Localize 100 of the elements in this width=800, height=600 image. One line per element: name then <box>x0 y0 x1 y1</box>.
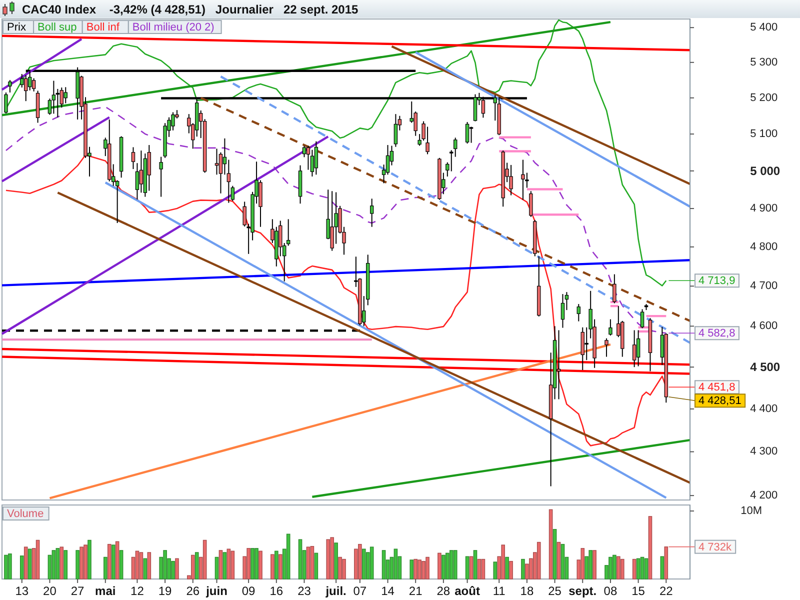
bar <box>214 556 219 580</box>
bar <box>56 548 60 580</box>
bar <box>84 544 88 580</box>
y-tick-label: 4 200 <box>750 490 778 502</box>
bar <box>278 554 282 580</box>
y-tick-label: 4 900 <box>750 202 778 215</box>
candlestick <box>521 159 525 200</box>
chart-subtitle: -3,42% (4 428,51) Journalier 22 sept. 2015 <box>109 2 359 16</box>
bar <box>107 544 112 580</box>
bar <box>230 550 235 580</box>
bar <box>536 542 541 580</box>
x-tick-label: 19 <box>158 584 172 598</box>
annotation: 4 428,51 <box>698 395 742 408</box>
y-tick-label: 4 800 <box>750 240 778 253</box>
candlestick <box>20 74 24 88</box>
bar <box>147 552 152 580</box>
candlestick <box>4 92 8 114</box>
annotation: 4 582,8 <box>698 328 736 340</box>
bar <box>139 552 144 580</box>
candlestick <box>509 164 513 196</box>
bar <box>426 556 430 580</box>
candlestick <box>8 80 12 94</box>
y-tick-label: 4 500 <box>750 360 780 374</box>
x-tick-label: 14 <box>381 584 395 598</box>
bar <box>481 558 486 580</box>
candlestick <box>608 318 612 336</box>
bar <box>664 546 668 580</box>
candlestick <box>314 140 318 176</box>
y-tick-label: 4 700 <box>750 280 778 292</box>
y-tick-label: 5 000 <box>750 164 780 178</box>
bar <box>20 556 24 580</box>
bar <box>505 556 509 580</box>
bar <box>560 544 565 580</box>
y-tick-label: 5 300 <box>750 56 778 68</box>
bar <box>580 548 585 580</box>
chart-title: Volume <box>7 508 44 520</box>
candlestick <box>426 126 430 155</box>
text: Boll inf <box>86 21 120 34</box>
x-tick-label: 08 <box>604 584 618 598</box>
x-tick-label: 16 <box>270 584 284 598</box>
x-tick-label: 25 <box>548 584 562 598</box>
bar <box>52 550 56 580</box>
bar <box>258 550 262 580</box>
bar <box>342 558 346 580</box>
bar <box>438 552 442 580</box>
bar <box>449 550 454 580</box>
candlestick <box>214 148 219 176</box>
bar <box>465 556 470 580</box>
bar <box>620 558 624 580</box>
annotation: 4 713,9 <box>698 275 736 288</box>
x-tick-label: 21 <box>408 584 423 598</box>
bar <box>636 558 640 580</box>
bar <box>163 550 167 580</box>
bar <box>88 540 92 580</box>
candlestick <box>230 185 235 202</box>
candlestick <box>159 156 163 198</box>
candlestick <box>454 137 458 158</box>
bar <box>314 552 318 580</box>
bar <box>414 558 418 580</box>
text: Boll sup <box>38 21 77 34</box>
bar <box>588 550 592 580</box>
candlestick <box>394 114 398 148</box>
x-tick-label: 27 <box>70 584 85 598</box>
candlestick <box>580 326 584 370</box>
bar <box>501 544 505 580</box>
text: Boll milieu (20 2) <box>132 21 214 34</box>
bar <box>521 558 525 580</box>
x-tick-label: 07 <box>353 584 367 598</box>
bar <box>175 558 179 580</box>
candlestick <box>226 159 231 204</box>
bar <box>632 558 636 580</box>
candlestick <box>60 87 64 108</box>
text: Prix <box>7 21 26 34</box>
bar <box>453 550 458 580</box>
candlestick <box>139 150 144 194</box>
candlestick <box>469 126 474 144</box>
bar <box>640 556 644 580</box>
candlestick <box>632 330 636 368</box>
x-tick-label: 20 <box>43 584 57 598</box>
y-tick-label: 4 300 <box>750 446 778 458</box>
annotation: 4 732k <box>698 541 732 554</box>
bar <box>190 554 195 580</box>
bar <box>222 552 227 580</box>
candlestick <box>529 190 533 218</box>
bar <box>28 548 32 580</box>
bar <box>326 539 330 580</box>
candlestick <box>556 330 561 400</box>
bar <box>493 562 498 580</box>
y-tick-label: 5 100 <box>750 128 778 140</box>
bar <box>338 556 342 580</box>
bar <box>608 556 612 580</box>
bar <box>286 534 290 580</box>
candlestick <box>330 190 334 252</box>
bar <box>218 550 223 580</box>
bar <box>270 554 274 580</box>
candlestick <box>370 198 374 228</box>
x-tick-label: 23 <box>298 584 312 598</box>
y-tick-label: 5 400 <box>750 22 778 34</box>
bar <box>334 542 338 580</box>
x-tick-label: 11 <box>492 584 506 598</box>
